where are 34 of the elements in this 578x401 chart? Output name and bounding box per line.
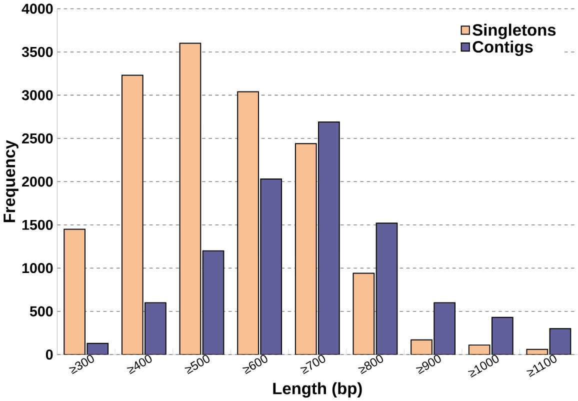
legend-label: Singletons bbox=[472, 24, 556, 39]
x-tick-label: ≥900 bbox=[416, 354, 441, 374]
bar bbox=[376, 222, 398, 354]
bar bbox=[64, 228, 86, 354]
y-tick-label: 1000 bbox=[22, 262, 53, 274]
bar bbox=[352, 272, 375, 354]
x-axis-title: Length (bp) bbox=[273, 382, 362, 398]
bar bbox=[294, 142, 317, 354]
x-tick-label: ≥600 bbox=[242, 354, 268, 374]
y-tick-label: 3000 bbox=[22, 90, 53, 100]
bar bbox=[121, 74, 144, 354]
bar bbox=[434, 302, 456, 354]
y-tick-label: 2000 bbox=[22, 176, 53, 187]
bar bbox=[549, 328, 572, 354]
y-tick-label: 1500 bbox=[22, 220, 53, 230]
x-tick-label: ≥400 bbox=[126, 354, 152, 374]
bar bbox=[202, 250, 224, 354]
y-tick-label: 3500 bbox=[22, 46, 53, 57]
bar bbox=[260, 178, 282, 354]
y-tick-label: 4000 bbox=[22, 4, 53, 14]
y-tick-label: 500 bbox=[30, 306, 53, 316]
y-axis-title: Frequency bbox=[4, 140, 18, 222]
x-tick-label: ≥300 bbox=[68, 354, 94, 374]
bar bbox=[318, 121, 340, 354]
y-tick-label: 0 bbox=[46, 349, 53, 360]
y-tick-label: 2500 bbox=[22, 133, 53, 144]
bar bbox=[491, 316, 514, 354]
x-tick-label: ≥800 bbox=[358, 354, 383, 374]
bar bbox=[237, 91, 259, 354]
legend-label: Contigs bbox=[472, 40, 533, 56]
x-tick-label: ≥500 bbox=[184, 354, 210, 374]
bar bbox=[144, 302, 166, 354]
x-tick-label: ≥700 bbox=[300, 354, 326, 374]
bar bbox=[179, 42, 202, 354]
